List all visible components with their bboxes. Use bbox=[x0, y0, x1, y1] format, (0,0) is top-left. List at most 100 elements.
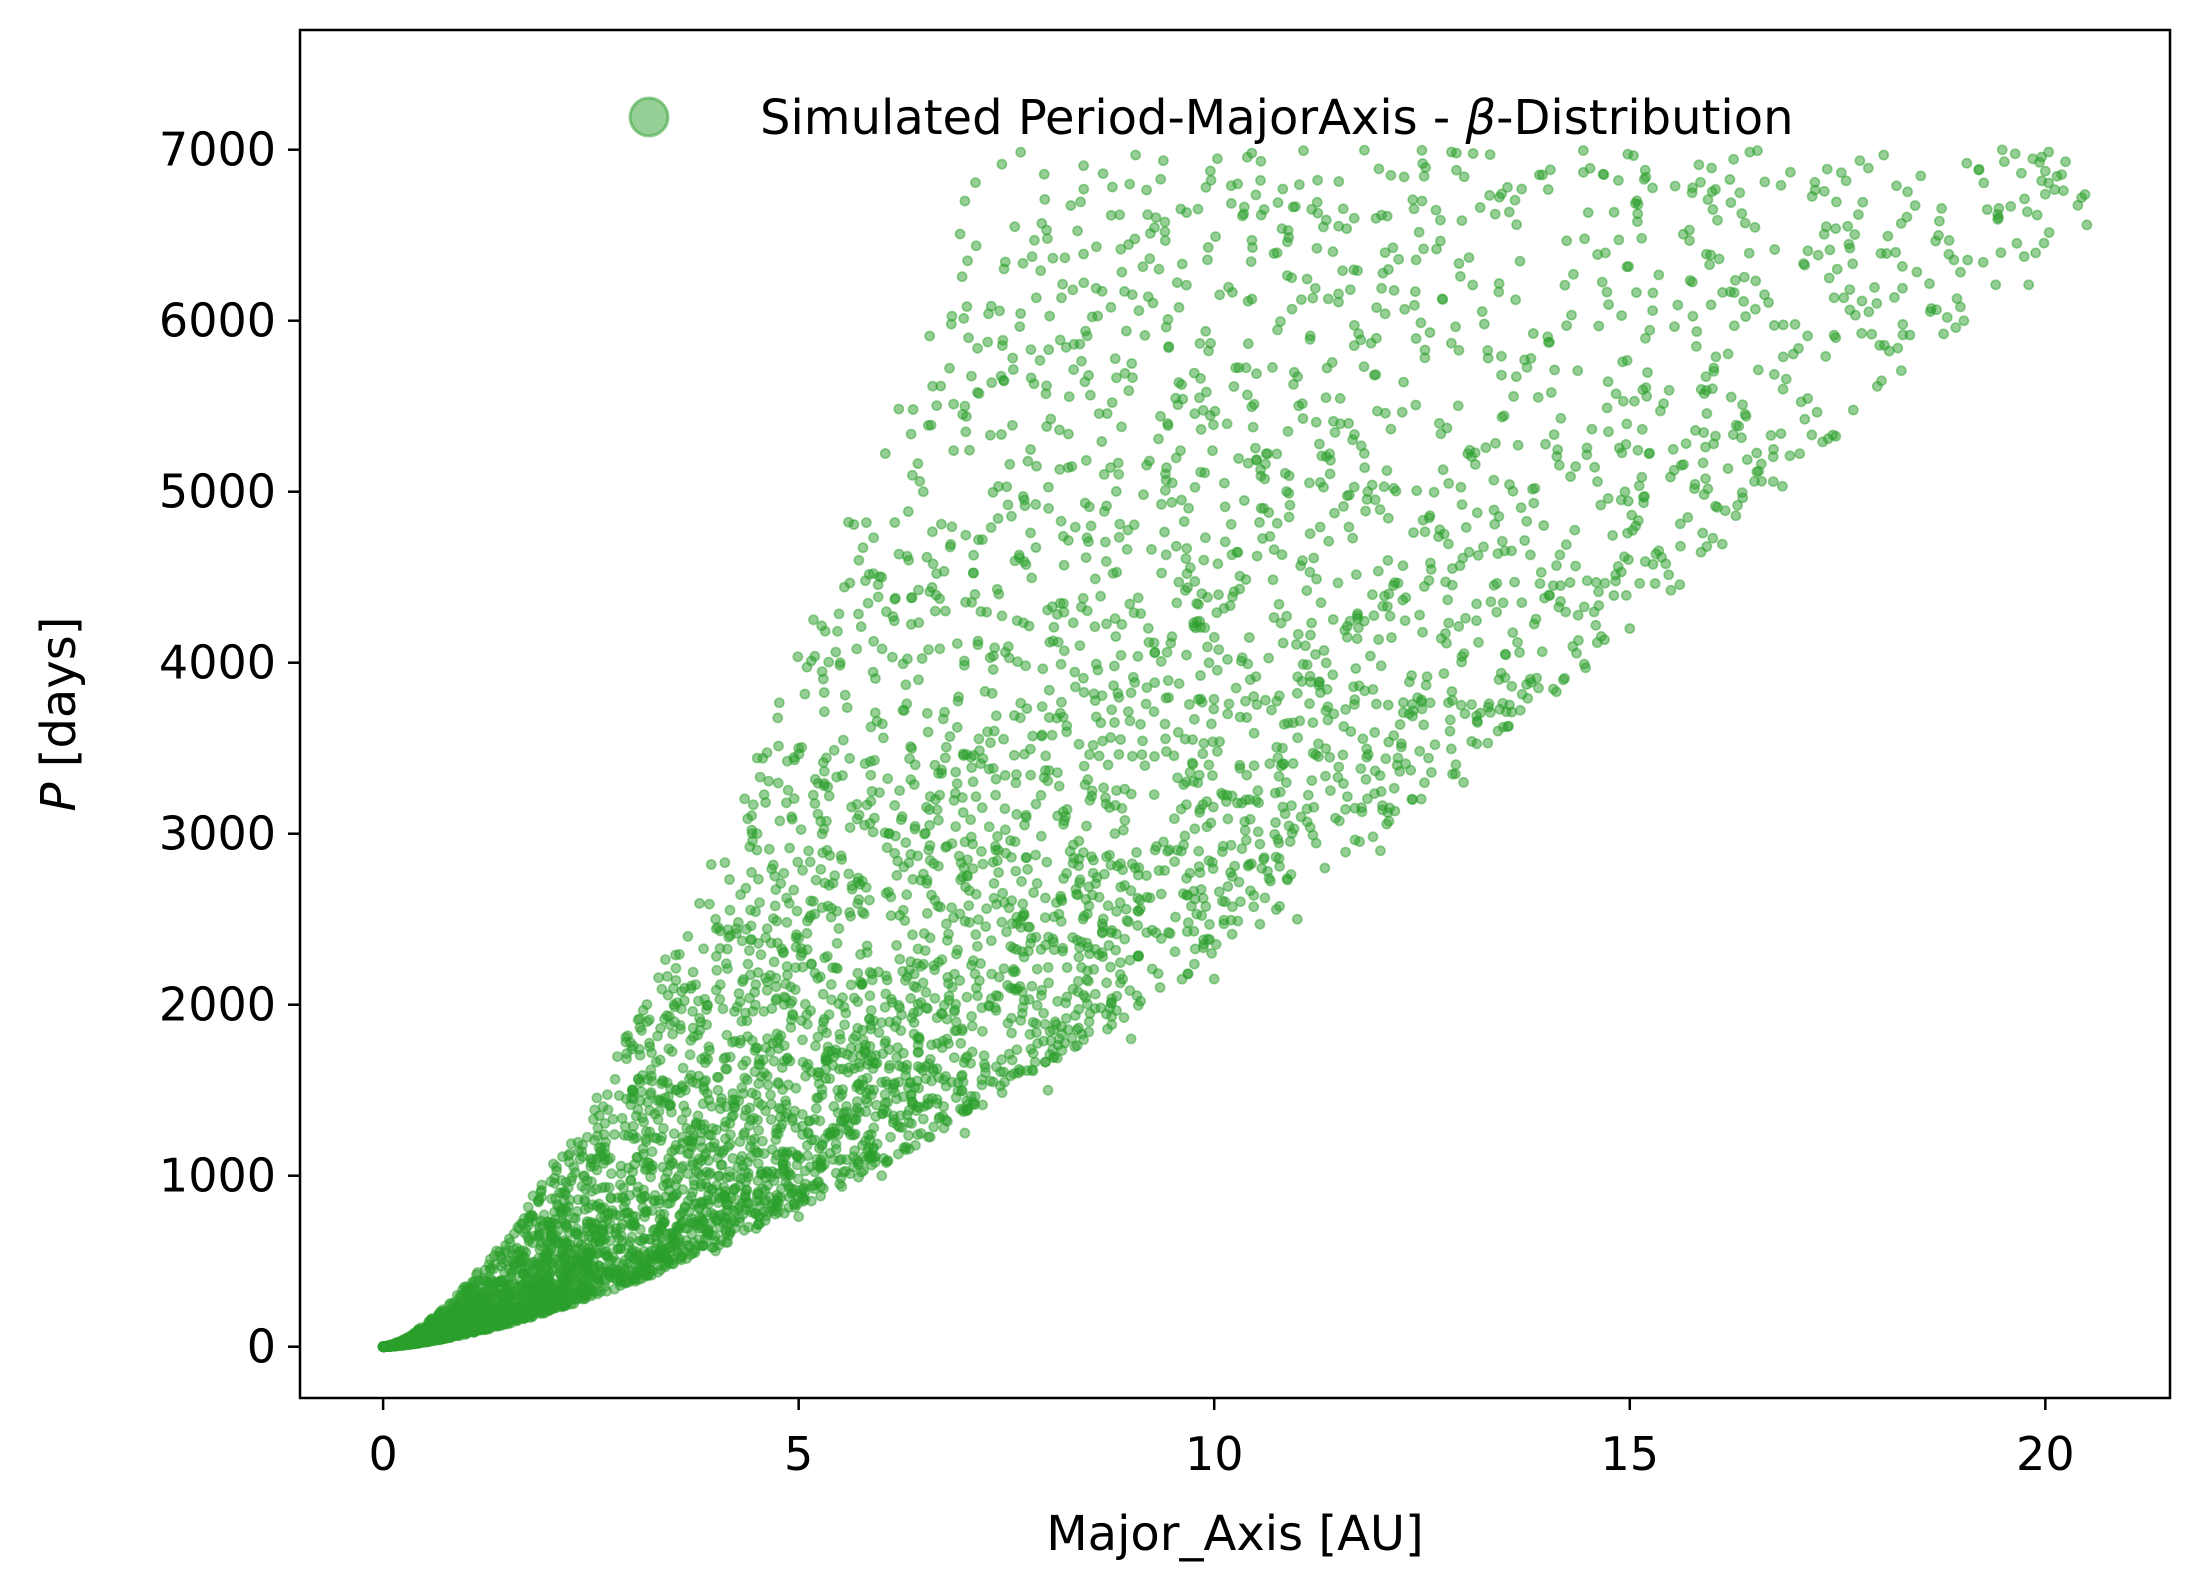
scatter-point bbox=[855, 621, 867, 633]
scatter-point bbox=[765, 1089, 776, 1101]
scatter-point bbox=[1521, 679, 1532, 690]
scatter-point bbox=[1208, 631, 1220, 643]
scatter-point bbox=[1840, 175, 1852, 187]
scatter-point bbox=[740, 923, 752, 935]
scatter-point bbox=[1636, 471, 1648, 483]
scatter-point bbox=[844, 907, 855, 918]
scatter-point bbox=[893, 403, 905, 415]
scatter-point bbox=[937, 1008, 948, 1020]
scatter-point bbox=[1161, 746, 1172, 757]
scatter-point bbox=[1291, 639, 1302, 650]
scatter-point bbox=[769, 900, 781, 912]
scatter-point bbox=[920, 986, 932, 998]
scatter-point bbox=[745, 904, 756, 916]
scatter-point bbox=[1017, 257, 1029, 269]
scatter-point bbox=[1897, 282, 1908, 294]
scatter-point bbox=[941, 918, 952, 930]
scatter-point bbox=[804, 856, 816, 868]
scatter-point bbox=[1380, 753, 1392, 765]
scatter-point bbox=[1329, 507, 1340, 519]
scatter-point bbox=[1943, 234, 1955, 246]
scatter-point bbox=[636, 1086, 647, 1098]
scatter-point bbox=[1148, 637, 1160, 649]
scatter-point bbox=[646, 1146, 658, 1158]
scatter-point bbox=[1102, 900, 1114, 912]
scatter-point bbox=[1702, 194, 1714, 206]
scatter-point bbox=[879, 448, 891, 459]
scatter-point bbox=[867, 826, 879, 838]
scatter-point bbox=[923, 644, 934, 656]
scatter-point bbox=[989, 1002, 1001, 1014]
scatter-point bbox=[1485, 707, 1496, 718]
scatter-point bbox=[1197, 404, 1209, 416]
scatter-point bbox=[934, 643, 946, 655]
scatter-point bbox=[1451, 164, 1462, 176]
scatter-point bbox=[901, 889, 913, 901]
scatter-point bbox=[1549, 364, 1560, 376]
scatter-point bbox=[773, 697, 785, 709]
scatter-point bbox=[807, 895, 819, 907]
scatter-point bbox=[878, 732, 889, 744]
scatter-point bbox=[1632, 515, 1644, 526]
scatter-point bbox=[1248, 760, 1260, 772]
scatter-point bbox=[1653, 545, 1665, 557]
scatter-point bbox=[1610, 388, 1622, 400]
scatter-point bbox=[1198, 554, 1210, 566]
scatter-point bbox=[721, 1063, 733, 1075]
scatter-point bbox=[1041, 856, 1053, 868]
scatter-point bbox=[1639, 164, 1651, 176]
scatter-point bbox=[1838, 292, 1850, 304]
scatter-point bbox=[1149, 647, 1161, 658]
scatter-point bbox=[940, 605, 951, 617]
scatter-point bbox=[1162, 675, 1174, 686]
scatter-point bbox=[1636, 423, 1648, 435]
scatter-point bbox=[951, 721, 963, 733]
scatter-point bbox=[1412, 692, 1423, 704]
scatter-point bbox=[852, 898, 864, 910]
scatter-point bbox=[1148, 789, 1160, 800]
scatter-point bbox=[1080, 454, 1092, 466]
scatter-point bbox=[1707, 532, 1719, 544]
scatter-point bbox=[1073, 738, 1085, 750]
scatter-point bbox=[1414, 609, 1425, 621]
scatter-point bbox=[1265, 875, 1276, 887]
scatter-point bbox=[1738, 295, 1749, 307]
scatter-point bbox=[993, 845, 1004, 856]
scatter-point bbox=[1086, 785, 1098, 797]
scatter-point bbox=[1308, 552, 1320, 564]
scatter-point bbox=[1258, 502, 1270, 514]
scatter-point bbox=[922, 726, 934, 738]
scatter-point bbox=[987, 763, 999, 774]
scatter-point bbox=[1055, 658, 1067, 670]
scatter-point bbox=[907, 404, 919, 415]
scatter-point bbox=[1132, 920, 1144, 931]
scatter-point bbox=[1304, 477, 1315, 489]
scatter-point bbox=[961, 410, 972, 422]
scatter-point bbox=[701, 1019, 712, 1031]
scatter-point bbox=[1060, 1013, 1072, 1024]
scatter-point bbox=[1802, 245, 1814, 257]
scatter-point bbox=[1273, 837, 1285, 849]
scatter-point bbox=[835, 850, 847, 862]
scatter-point bbox=[1577, 145, 1589, 156]
scatter-point bbox=[1784, 450, 1796, 462]
scatter-point bbox=[944, 362, 955, 374]
scatter-point bbox=[1206, 947, 1218, 959]
scatter-point bbox=[1072, 225, 1083, 237]
scatter-point bbox=[1509, 576, 1520, 588]
scatter-point bbox=[1061, 804, 1073, 815]
scatter-point bbox=[2009, 148, 2021, 160]
scatter-point bbox=[1350, 569, 1362, 580]
scatter-point bbox=[1251, 454, 1262, 466]
scatter-point bbox=[1578, 166, 1589, 178]
scatter-point bbox=[1091, 241, 1102, 253]
scatter-point bbox=[515, 1218, 527, 1229]
scatter-point bbox=[868, 532, 879, 544]
scatter-point bbox=[1015, 146, 1027, 158]
scatter-point bbox=[917, 1113, 929, 1125]
scatter-point bbox=[1394, 719, 1406, 730]
scatter-point bbox=[692, 1029, 704, 1041]
scatter-point bbox=[828, 744, 840, 756]
scatter-point bbox=[1241, 151, 1253, 163]
scatter-point bbox=[1030, 292, 1042, 304]
